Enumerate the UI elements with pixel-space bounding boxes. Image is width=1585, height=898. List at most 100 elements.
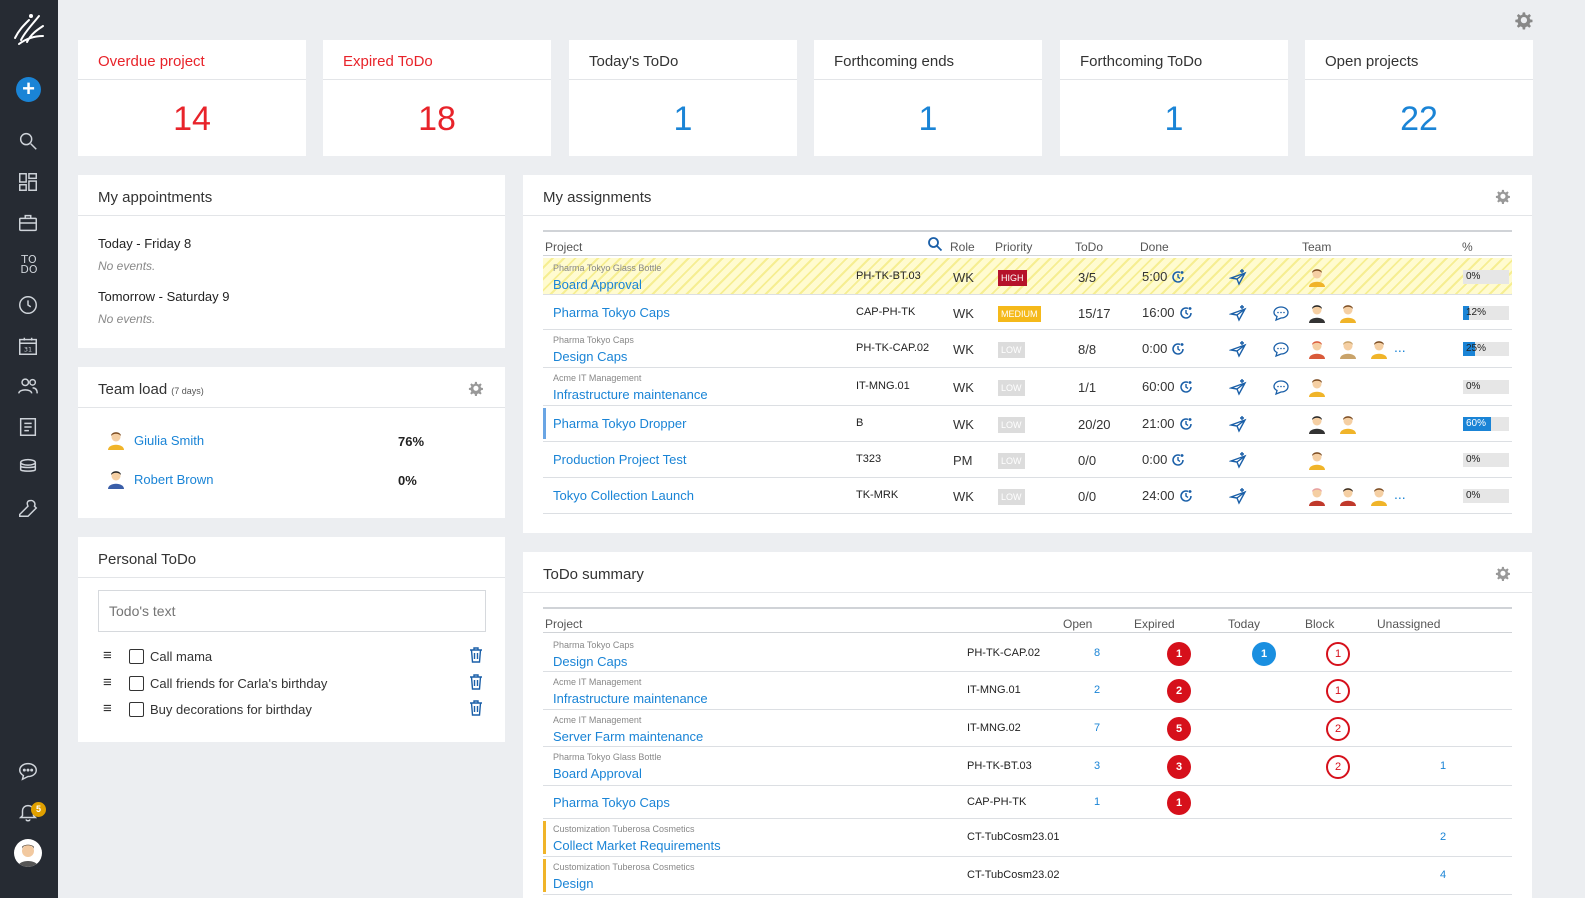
- add-time-icon[interactable]: [1179, 489, 1193, 503]
- assignment-row[interactable]: Pharma Tokyo Caps Design Caps PH-TK-CAP.02…: [543, 330, 1512, 368]
- todo-checkbox[interactable]: [129, 648, 144, 664]
- assignment-row[interactable]: Tokyo Collection Launch TK-MRK WK LOW 0/0 24:…: [543, 478, 1512, 514]
- comment-icon[interactable]: [1272, 340, 1290, 358]
- column-header[interactable]: Team: [1302, 240, 1332, 254]
- team-member-avatar[interactable]: [1307, 414, 1327, 434]
- team-member-avatar[interactable]: [1369, 486, 1389, 506]
- todo-summary-row[interactable]: Pharma Tokyo Glass Bottle Board Approval P…: [543, 747, 1512, 786]
- people-icon[interactable]: [16, 374, 40, 398]
- project-link[interactable]: Board Approval: [553, 277, 642, 292]
- assignment-row[interactable]: Acme IT Management Infrastructure mainten…: [543, 368, 1512, 406]
- todo-summary-row[interactable]: Pharma Tokyo Caps Design Caps PH-TK-CAP.02…: [543, 635, 1512, 672]
- gear-icon[interactable]: [1494, 188, 1512, 206]
- project-link[interactable]: Infrastructure maintenance: [553, 387, 708, 402]
- project-link[interactable]: Board Approval: [553, 766, 642, 781]
- open-count[interactable]: 7: [1094, 722, 1101, 734]
- column-header[interactable]: Project: [545, 617, 583, 631]
- expired-count[interactable]: 1: [1167, 642, 1191, 666]
- column-header[interactable]: Done: [1140, 240, 1169, 254]
- column-header[interactable]: Project: [545, 240, 583, 254]
- assign-plane-icon[interactable]: [1229, 304, 1247, 322]
- team-member-avatar[interactable]: [1307, 303, 1327, 323]
- project-link[interactable]: Pharma Tokyo Caps: [553, 305, 670, 320]
- assign-plane-icon[interactable]: [1229, 487, 1247, 505]
- project-link[interactable]: Server Farm maintenance: [553, 729, 704, 744]
- add-time-icon[interactable]: [1179, 306, 1193, 320]
- unassigned-count[interactable]: 4: [1440, 869, 1447, 881]
- column-header[interactable]: Open: [1063, 617, 1093, 631]
- unassigned-count[interactable]: 1: [1440, 760, 1447, 772]
- project-link[interactable]: Tokyo Collection Launch: [553, 488, 694, 503]
- drag-handle-icon[interactable]: ≡: [103, 700, 112, 717]
- column-header[interactable]: Role: [950, 240, 975, 254]
- add-time-icon[interactable]: [1171, 270, 1185, 284]
- comment-icon[interactable]: [1272, 378, 1290, 396]
- assign-plane-icon[interactable]: [1229, 268, 1247, 286]
- drag-handle-icon[interactable]: ≡: [103, 647, 112, 664]
- kpi-open-projects[interactable]: Open projects 22: [1305, 40, 1533, 156]
- more-team-members[interactable]: ...: [1394, 486, 1406, 502]
- open-count[interactable]: 1: [1094, 796, 1101, 808]
- team-member-avatar[interactable]: [1307, 450, 1327, 470]
- team-member-link[interactable]: Robert Brown: [134, 471, 214, 487]
- trash-icon[interactable]: [469, 647, 483, 663]
- trash-icon[interactable]: [469, 674, 483, 690]
- user-avatar[interactable]: [14, 839, 42, 867]
- open-count[interactable]: 2: [1094, 684, 1101, 696]
- todo-summary-row[interactable]: Customization Tuberosa Cosmetics Collect …: [543, 819, 1512, 857]
- coins-icon[interactable]: [16, 455, 40, 479]
- todo-summary-row[interactable]: Pharma Tokyo Caps CAP-PH-TK 1 1: [543, 786, 1512, 819]
- team-member-avatar[interactable]: [1307, 377, 1327, 397]
- team-member-avatar[interactable]: [1307, 267, 1327, 287]
- calendar-icon[interactable]: 31: [16, 334, 40, 358]
- comment-icon[interactable]: [1272, 304, 1290, 322]
- todo-summary-row[interactable]: Customization Tuberosa Cosmetics Design CT…: [543, 857, 1512, 895]
- project-link[interactable]: Design: [553, 876, 594, 891]
- kpi-expired-todo[interactable]: Expired ToDo 18: [323, 40, 551, 156]
- assign-plane-icon[interactable]: [1229, 451, 1247, 469]
- project-link[interactable]: Production Project Test: [553, 452, 687, 467]
- add-button[interactable]: +: [16, 77, 41, 102]
- expired-count[interactable]: 2: [1167, 679, 1191, 703]
- team-member-link[interactable]: Giulia Smith: [134, 432, 205, 448]
- expired-count[interactable]: 1: [1167, 791, 1191, 815]
- today-count[interactable]: 1: [1252, 642, 1276, 666]
- project-link[interactable]: Collect Market Requirements: [553, 838, 721, 853]
- assign-plane-icon[interactable]: [1229, 340, 1247, 358]
- todo-icon[interactable]: TO DO: [20, 253, 38, 276]
- assignment-row[interactable]: Pharma Tokyo Caps CAP-PH-TK WK MEDIUM 15/17 1…: [543, 295, 1512, 330]
- team-member-avatar[interactable]: [1338, 303, 1358, 323]
- assign-plane-icon[interactable]: [1229, 415, 1247, 433]
- project-link[interactable]: Pharma Tokyo Caps: [553, 795, 670, 810]
- add-time-icon[interactable]: [1171, 453, 1185, 467]
- block-count[interactable]: 1: [1326, 679, 1350, 703]
- briefcase-icon[interactable]: [16, 211, 40, 235]
- todo-summary-row[interactable]: Acme IT Management Server Farm maintenanc…: [543, 710, 1512, 747]
- team-member-avatar[interactable]: [1369, 339, 1389, 359]
- project-link[interactable]: Pharma Tokyo Dropper: [553, 416, 687, 431]
- team-member-avatar[interactable]: [1307, 339, 1327, 359]
- todo-text-input[interactable]: [98, 590, 486, 632]
- open-count[interactable]: 8: [1094, 647, 1101, 659]
- dashboard-icon[interactable]: [16, 170, 40, 194]
- todo-summary-row[interactable]: Acme IT Management Infrastructure mainten…: [543, 672, 1512, 710]
- kpi-overdue-project[interactable]: Overdue project 14: [78, 40, 306, 156]
- team-member-avatar[interactable]: [1338, 414, 1358, 434]
- settings-gear-icon[interactable]: [1513, 10, 1535, 32]
- gear-icon[interactable]: [1494, 565, 1512, 583]
- document-icon[interactable]: [16, 415, 40, 439]
- column-header[interactable]: Block: [1305, 617, 1335, 631]
- assignment-row[interactable]: Production Project Test T323 PM LOW 0/0 0:00 0…: [543, 442, 1512, 478]
- add-time-icon[interactable]: [1171, 342, 1185, 356]
- project-link[interactable]: Infrastructure maintenance: [553, 691, 708, 706]
- column-header[interactable]: %: [1462, 240, 1473, 254]
- column-header[interactable]: ToDo: [1075, 240, 1104, 254]
- block-count[interactable]: 2: [1326, 755, 1350, 779]
- drag-handle-icon[interactable]: ≡: [103, 674, 112, 691]
- kpi-forthcoming-todo[interactable]: Forthcoming ToDo 1: [1060, 40, 1288, 156]
- block-count[interactable]: 1: [1326, 642, 1350, 666]
- add-time-icon[interactable]: [1179, 417, 1193, 431]
- wrench-icon[interactable]: [16, 496, 40, 520]
- clock-icon[interactable]: [16, 293, 40, 317]
- chat-icon[interactable]: [16, 759, 40, 783]
